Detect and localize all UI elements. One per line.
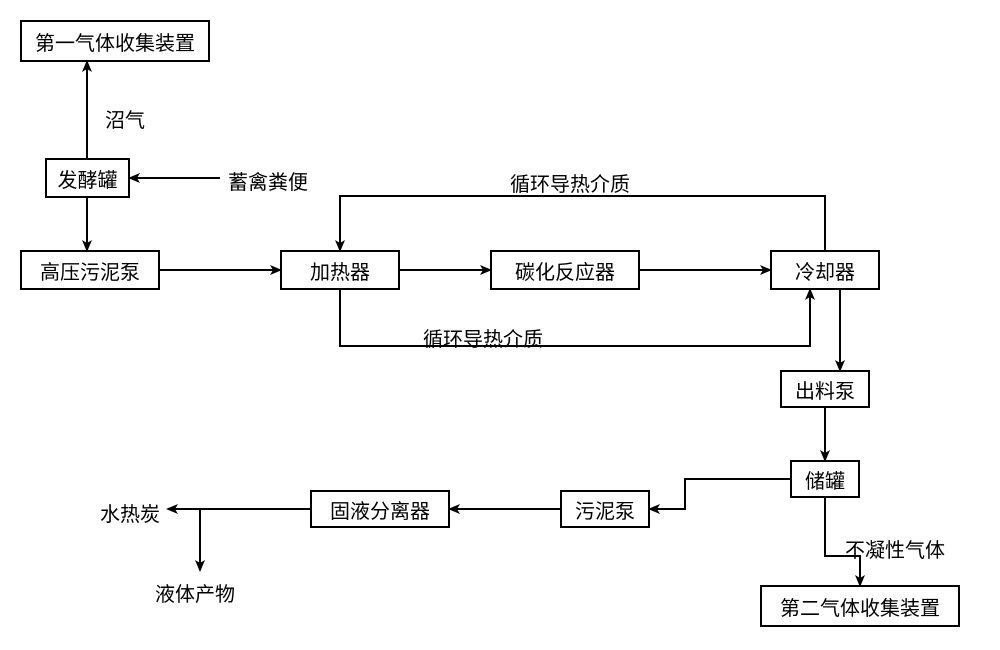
edge-heater_to_cool_bot	[340, 290, 810, 346]
edge-tank_to_sludge	[650, 479, 790, 509]
node-separator: 固液分离器	[310, 490, 450, 528]
node-fermenter: 发酵罐	[45, 158, 130, 198]
node-gas-collector-1: 第一气体收集装置	[20, 20, 210, 62]
label-recirc-top: 循环导热介质	[510, 168, 630, 197]
flowchart-canvas: 第一气体收集装置 发酵罐 高压污泥泵 加热器 碳化反应器 冷却器 出料泵 储罐 …	[0, 0, 1000, 650]
node-hp-sludge-pump: 高压污泥泵	[20, 250, 160, 290]
node-heater: 加热器	[280, 250, 400, 290]
node-storage-tank: 储罐	[790, 460, 860, 498]
label-manure: 蓄禽粪便	[228, 166, 308, 195]
label-hydrochar: 水热炭	[100, 498, 160, 527]
node-gas-collector-2: 第二气体收集装置	[760, 585, 960, 627]
label-recirc-bottom: 循环导热介质	[423, 323, 543, 352]
node-discharge-pump: 出料泵	[780, 370, 870, 408]
node-carbonization-reactor: 碳化反应器	[490, 250, 640, 290]
node-cooler: 冷却器	[770, 250, 880, 290]
label-noncondensable: 不凝性气体	[845, 534, 945, 563]
label-biogas: 沼气	[105, 104, 145, 133]
node-sludge-pump: 污泥泵	[560, 490, 650, 528]
label-liquid: 液体产物	[155, 578, 235, 607]
edge-cool_to_heater_top	[340, 196, 825, 250]
